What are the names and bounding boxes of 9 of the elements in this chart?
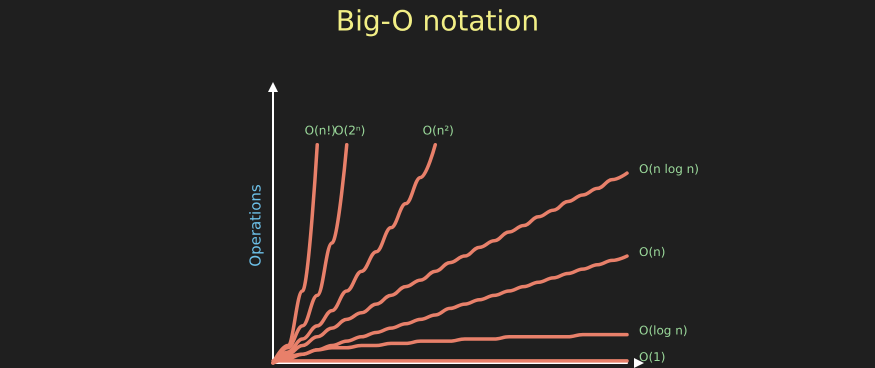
series-label: O(n²): [422, 124, 454, 138]
series-label: O(log n): [639, 324, 688, 338]
series-label: O(1): [639, 350, 666, 364]
series-label: O(n): [639, 245, 666, 260]
series-label: O(n!): [304, 124, 336, 138]
y-axis-title: Operations: [246, 184, 264, 267]
series-label: O(2ⁿ): [334, 124, 366, 138]
chart-title: Big-O notation: [336, 4, 540, 38]
series-label: O(n log n): [639, 162, 699, 176]
